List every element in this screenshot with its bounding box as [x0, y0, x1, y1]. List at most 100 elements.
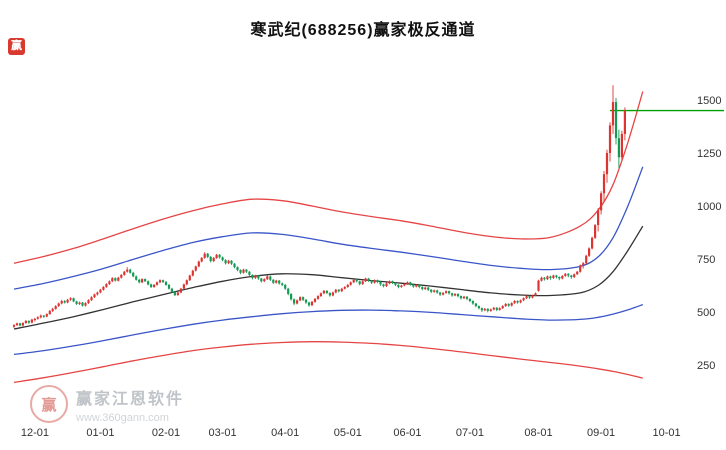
- candle-body: [495, 307, 498, 310]
- candle-body: [173, 291, 176, 296]
- candle-body: [15, 323, 19, 326]
- candle-body: [197, 261, 200, 267]
- candle-body: [558, 277, 561, 279]
- candle-body: [400, 285, 403, 287]
- candle-body: [51, 308, 54, 311]
- candle-body: [310, 301, 314, 306]
- candle-body: [579, 265, 582, 272]
- candle-body: [564, 273, 567, 276]
- channel-line-lower-red: [13, 341, 643, 384]
- candle-body: [489, 309, 492, 311]
- candle-body: [304, 299, 308, 303]
- candle-body: [81, 302, 84, 306]
- x-tick-label: 09-01: [587, 427, 615, 439]
- candle-body: [394, 282, 397, 285]
- candle-body: [620, 133, 623, 158]
- candle-body: [57, 303, 60, 306]
- candle-body: [24, 320, 27, 323]
- candle-body: [477, 306, 480, 309]
- watermark-logo-icon: 赢: [30, 385, 68, 423]
- candle-body: [170, 288, 173, 292]
- candle-body: [525, 296, 528, 299]
- candle-body: [18, 323, 22, 326]
- candle-body: [245, 269, 248, 272]
- candle-body: [456, 294, 460, 297]
- candle-body: [608, 125, 612, 153]
- candle-body: [281, 283, 284, 285]
- candle-body: [269, 276, 272, 280]
- candle-body: [33, 318, 36, 321]
- candle-body: [203, 253, 206, 258]
- candle-body: [427, 287, 430, 290]
- candle-body: [361, 281, 364, 285]
- candle-body: [155, 282, 159, 285]
- candle-body: [617, 138, 620, 158]
- channel-lines-layer: [13, 91, 644, 384]
- candle-body: [39, 315, 42, 318]
- candle-body: [331, 292, 334, 296]
- candle-body: [522, 298, 525, 301]
- y-tick-label: 1000: [697, 201, 721, 213]
- candle-body: [209, 256, 212, 262]
- candle-body: [36, 317, 39, 319]
- candle-body: [215, 254, 218, 258]
- candles-layer: [12, 85, 626, 328]
- candle-body: [442, 292, 445, 295]
- candle-body: [132, 272, 135, 277]
- candle-body: [129, 269, 132, 273]
- candle-body: [379, 281, 382, 285]
- candle-body: [12, 325, 16, 327]
- candle-body: [459, 296, 463, 299]
- x-tick-label: 02-01: [152, 427, 180, 439]
- candle-body: [266, 276, 269, 280]
- candle-body: [367, 278, 370, 281]
- candle-body: [293, 299, 296, 304]
- candle-body: [510, 303, 513, 306]
- candle-body: [316, 296, 320, 299]
- candle-body: [325, 290, 328, 293]
- channel-line-lower-blue: [13, 303, 644, 356]
- candle-body: [96, 292, 99, 295]
- candle-body: [340, 288, 343, 292]
- candle-body: [54, 306, 57, 309]
- candle-body: [239, 270, 242, 273]
- candle-body: [334, 289, 337, 293]
- candle-body: [233, 263, 236, 268]
- candle-body: [531, 295, 534, 298]
- candle-body: [465, 296, 469, 299]
- candle-body: [471, 301, 474, 304]
- candle-body: [388, 281, 391, 284]
- candle-body: [319, 293, 322, 297]
- candle-body: [42, 315, 45, 317]
- candle-body: [290, 294, 293, 300]
- candle-body: [409, 282, 412, 285]
- candle-body: [543, 277, 546, 280]
- candle-body: [451, 293, 454, 296]
- candle-body: [248, 271, 251, 275]
- candle-body: [147, 281, 150, 285]
- candle-body: [445, 291, 448, 293]
- candle-body: [158, 280, 162, 283]
- candle-body: [257, 275, 260, 279]
- candle-body: [150, 284, 153, 287]
- candle-body: [468, 298, 471, 301]
- watermark-url: www.360gann.com: [76, 412, 169, 424]
- x-tick-label: 06-01: [393, 427, 421, 439]
- candle-body: [242, 269, 245, 273]
- candle-body: [403, 284, 406, 286]
- candle-body: [167, 284, 171, 289]
- x-tick-label: 07-01: [456, 427, 484, 439]
- candle-body: [582, 263, 585, 266]
- candle-body: [200, 257, 203, 262]
- candle-body: [284, 284, 287, 289]
- candle-body: [418, 284, 421, 287]
- candle-body: [516, 301, 519, 303]
- candle-body: [123, 271, 126, 275]
- candle-body: [78, 302, 81, 304]
- candle-body: [260, 278, 263, 282]
- candle-body: [537, 280, 540, 291]
- y-tick-label: 1250: [697, 148, 721, 160]
- candle-body: [415, 284, 418, 287]
- candle-body: [194, 266, 197, 271]
- candle-body: [105, 284, 108, 287]
